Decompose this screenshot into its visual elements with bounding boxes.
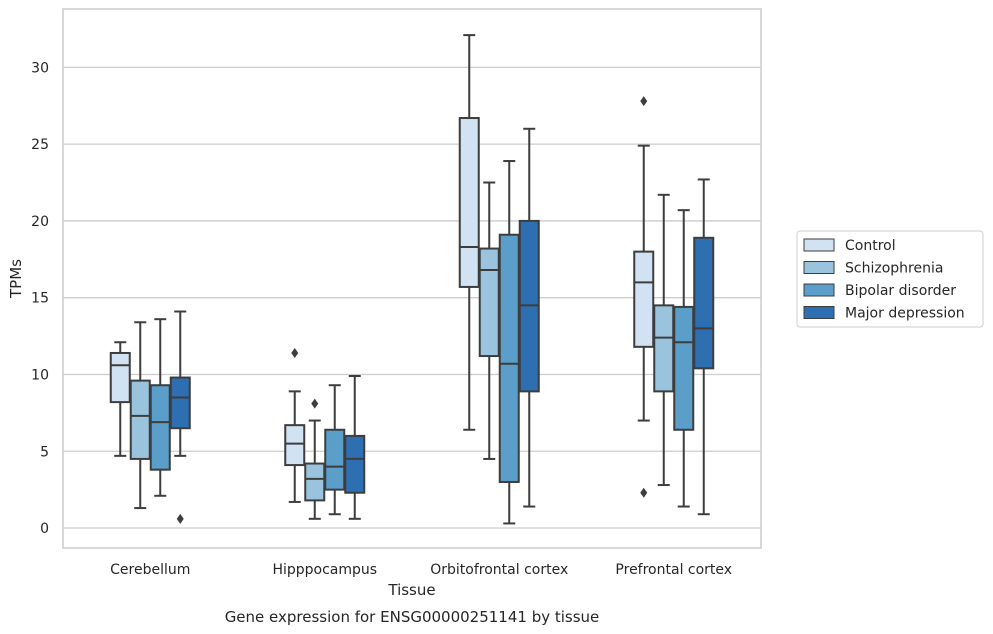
box-iqr <box>109 351 131 404</box>
box-iqr <box>653 304 675 393</box>
box-iqr <box>149 384 171 471</box>
y-tick-label: 15 <box>31 291 49 307</box>
x-tick-labels: Cerebellum Hipppocampus Orbitofrontal cort… <box>110 562 732 578</box>
legend-label: Bipolar disorder <box>845 283 956 299</box>
x-tick-label: Orbitofrontal cortex <box>430 562 568 578</box>
y-tick-label: 10 <box>31 367 49 383</box>
box-3-2 <box>673 209 695 508</box>
box-iqr <box>129 379 151 460</box>
box-iqr <box>478 247 500 358</box>
box-iqr <box>344 434 366 494</box>
box-3-3 <box>693 178 715 516</box>
legend-swatch <box>803 283 835 297</box>
legend-swatch <box>803 261 835 274</box>
box-iqr <box>324 428 346 491</box>
legend-swatch <box>803 238 835 252</box>
box-1-2 <box>324 384 346 516</box>
box-iqr <box>633 250 655 348</box>
y-tick-labels: 0 5 10 15 20 25 30 <box>31 60 49 537</box>
box-2-0 <box>458 34 480 431</box>
x-tick-label: Prefrontal cortex <box>615 562 732 578</box>
y-axis-label: TPMs <box>7 259 25 299</box>
legend-swatch <box>803 306 835 319</box>
box-2-3 <box>518 127 540 508</box>
legend-frame <box>796 230 984 328</box>
x-tick-label: Cerebellum <box>110 562 190 578</box>
legend-label: Schizophrenia <box>845 261 943 277</box>
legend-label: Major depression <box>845 306 965 322</box>
box-2-1 <box>478 181 500 460</box>
y-tick-label: 20 <box>31 214 49 230</box>
box-0-0 <box>109 341 131 457</box>
box-2-2 <box>498 160 520 525</box>
y-tick-label: 25 <box>31 137 49 153</box>
y-tick-label: 30 <box>31 60 49 76</box>
chart-caption: Gene expression for ENSG00000251141 by t… <box>225 608 600 626</box>
box-1-0 <box>284 347 306 503</box>
box-iqr <box>693 236 715 370</box>
y-tick-label: 5 <box>40 444 49 460</box>
outlier-point <box>640 487 648 498</box>
outlier-point <box>176 513 184 524</box>
box-plots <box>109 34 715 525</box>
box-iqr <box>169 376 191 430</box>
box-3-0 <box>633 96 655 498</box>
outlier-point <box>311 398 319 409</box>
x-axis-label: Tissue <box>387 581 435 599</box>
box-iqr <box>304 462 326 502</box>
box-3-1 <box>653 193 675 487</box>
box-0-3 <box>169 310 191 524</box>
box-iqr <box>284 424 306 467</box>
outlier-point <box>640 96 648 107</box>
box-1-1 <box>304 398 326 520</box>
legend-label: Control <box>845 238 896 254</box>
box-iqr <box>498 233 520 483</box>
box-iqr <box>458 117 480 288</box>
box-0-1 <box>129 321 151 510</box>
x-tick-label: Hipppocampus <box>272 562 377 578</box>
box-iqr <box>673 305 695 431</box>
legend: Control Schizophrenia Bipolar disorder Majo… <box>796 230 984 328</box>
plot-frame <box>62 8 762 549</box>
box-0-2 <box>149 318 171 497</box>
y-tick-label: 0 <box>40 521 49 537</box>
outlier-point <box>291 347 299 358</box>
box-1-3 <box>344 375 366 520</box>
